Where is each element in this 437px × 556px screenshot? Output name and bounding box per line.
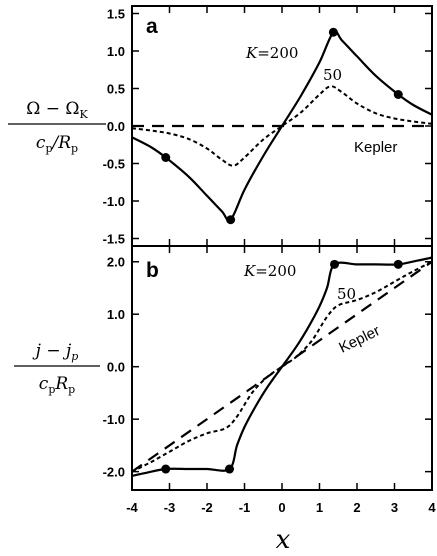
panel-a-series-dotted (131, 85, 433, 167)
panel-a-curves (131, 27, 433, 225)
panel-a-k200-rest: =200 (257, 44, 298, 62)
panel-b-curves (131, 256, 433, 477)
panel-a-letter: a (146, 15, 158, 38)
panel-b-xtick-label: -2 (201, 500, 213, 515)
panel-b-marker (225, 464, 234, 474)
panel-b-ytick-label: 0.0 (107, 360, 125, 375)
panel-a-marker (161, 153, 171, 162)
panel-b-k50-label: 50 (337, 285, 356, 303)
panel-b-ylabel-numerator: j − jp (32, 341, 79, 363)
panel-b-ytick-label: 2.0 (107, 255, 125, 270)
panel-a-ylabel-numerator: Ω − ΩK (26, 99, 88, 121)
panel-b-ytick-label: 1.0 (107, 307, 125, 322)
panel-b-k200-rest: =200 (255, 262, 296, 280)
panel-b-xtick-label: -1 (239, 500, 251, 515)
panel-b-xtick-label: 0 (278, 500, 285, 515)
panel-a-ytick-label: 0.0 (107, 119, 125, 134)
panel-a-ytick-label: -1.5 (103, 232, 125, 247)
panel-b-xtick-label: -4 (126, 500, 138, 515)
panel-b-series-dotted (131, 260, 433, 473)
x-axis-label: x (276, 525, 291, 555)
panel-b-xtick-label: 1 (316, 500, 323, 515)
panel-b-ylabel: j − jp cpRp (14, 341, 100, 396)
panel-a-ylabel: Ω − ΩK cp/Rp (8, 99, 106, 155)
panel-b-marker (161, 464, 171, 474)
panel-a-ylabel-denominator: cp/Rp (36, 133, 78, 155)
panel-a: 1.5 1.0 0.5 0.0 -0.5 -1.0 -1.5 a K=200 50 Kepl… (8, 5, 433, 247)
panel-a-marker (226, 215, 236, 225)
panel-a-kepler-label: Kepler (354, 139, 397, 156)
panel-a-k50-label: 50 (323, 66, 342, 84)
panel-b-ytick-label: -2.0 (103, 465, 125, 480)
panel-b-kepler-label: Kepler (336, 322, 382, 356)
panel-a-ytick-label: 1.0 (107, 44, 125, 59)
panel-b-xtick-label: -3 (164, 500, 176, 515)
panel-b-ytick-label: -1.0 (103, 412, 125, 427)
panel-a-ytick-label: 1.5 (107, 7, 125, 22)
panel-b-ticks: 2.0 1.0 0.0 -1.0 -2.0 -4 -3 -2 -1 0 1 2 3 4 (103, 246, 436, 515)
panel-a-ytick-label: 0.5 (107, 82, 125, 97)
panel-b-letter: b (146, 259, 159, 282)
panel-b-ylabel-denominator: cpRp (39, 374, 75, 396)
panel-b: 2.0 1.0 0.0 -1.0 -2.0 -4 -3 -2 -1 0 1 2 3 4 b K=200 5… (14, 245, 436, 555)
panel-b-series-dashed (131, 260, 433, 473)
panel-b-xtick-label: 2 (353, 500, 360, 515)
panel-a-ytick-label: -1.0 (103, 194, 125, 209)
panel-a-marker (328, 27, 338, 37)
panel-b-k200-label: K=200 (243, 262, 296, 280)
panel-a-k200-label: K=200 (245, 44, 298, 62)
panel-b-xtick-label: 3 (391, 500, 398, 515)
panel-a-marker (393, 90, 403, 99)
panel-a-ytick-label: -0.5 (103, 157, 125, 172)
panel-b-xtick-label: 4 (428, 500, 436, 515)
panel-b-marker (330, 259, 339, 269)
panel-b-marker (393, 259, 403, 269)
